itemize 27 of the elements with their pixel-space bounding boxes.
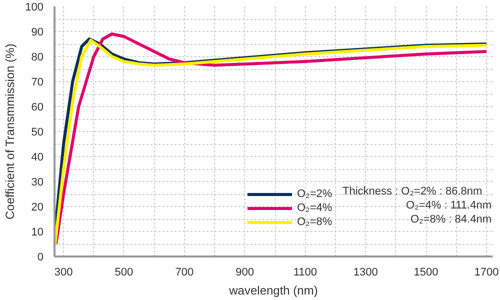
y-tick-label: 50 xyxy=(31,126,44,138)
legend-label: O₂=8% xyxy=(297,216,332,228)
y-tick-label: 60 xyxy=(31,102,44,114)
x-tick-label: 1700 xyxy=(474,266,499,278)
x-tick-label: 500 xyxy=(114,266,134,278)
annotation: Thickness : O₂=2% : 86.8nm xyxy=(342,186,482,198)
y-tick-label: 40 xyxy=(31,152,44,164)
x-axis-title: wavelength (nm) xyxy=(228,284,318,298)
y-tick-label: 20 xyxy=(31,202,44,214)
y-tick-label: 90 xyxy=(31,26,44,38)
x-tick-label: 1100 xyxy=(293,266,318,278)
x-tick-label: 300 xyxy=(54,266,73,278)
y-tick-label: 30 xyxy=(31,176,44,188)
legend-label: O₂=4% xyxy=(297,202,332,214)
y-tick-label: 70 xyxy=(31,76,44,88)
x-tick-label: 900 xyxy=(236,266,254,278)
y-tick-label: 0 xyxy=(37,252,44,264)
y-axis-title: Coefficient of Transmmission (%) xyxy=(3,44,18,220)
x-tick-label: 1500 xyxy=(414,266,438,278)
x-tick-label: 1300 xyxy=(353,266,378,278)
y-tick-label: 100 xyxy=(25,2,44,14)
legend-label: O₂=2% xyxy=(297,188,332,200)
y-tick-label: 80 xyxy=(31,52,44,64)
x-tick-label: 700 xyxy=(175,266,194,278)
y-tick-label: 10 xyxy=(31,226,44,238)
annotation: O₂=4% : 111.4nm xyxy=(406,200,492,212)
annotation: O₂=8% : 84.4nm xyxy=(410,214,492,226)
